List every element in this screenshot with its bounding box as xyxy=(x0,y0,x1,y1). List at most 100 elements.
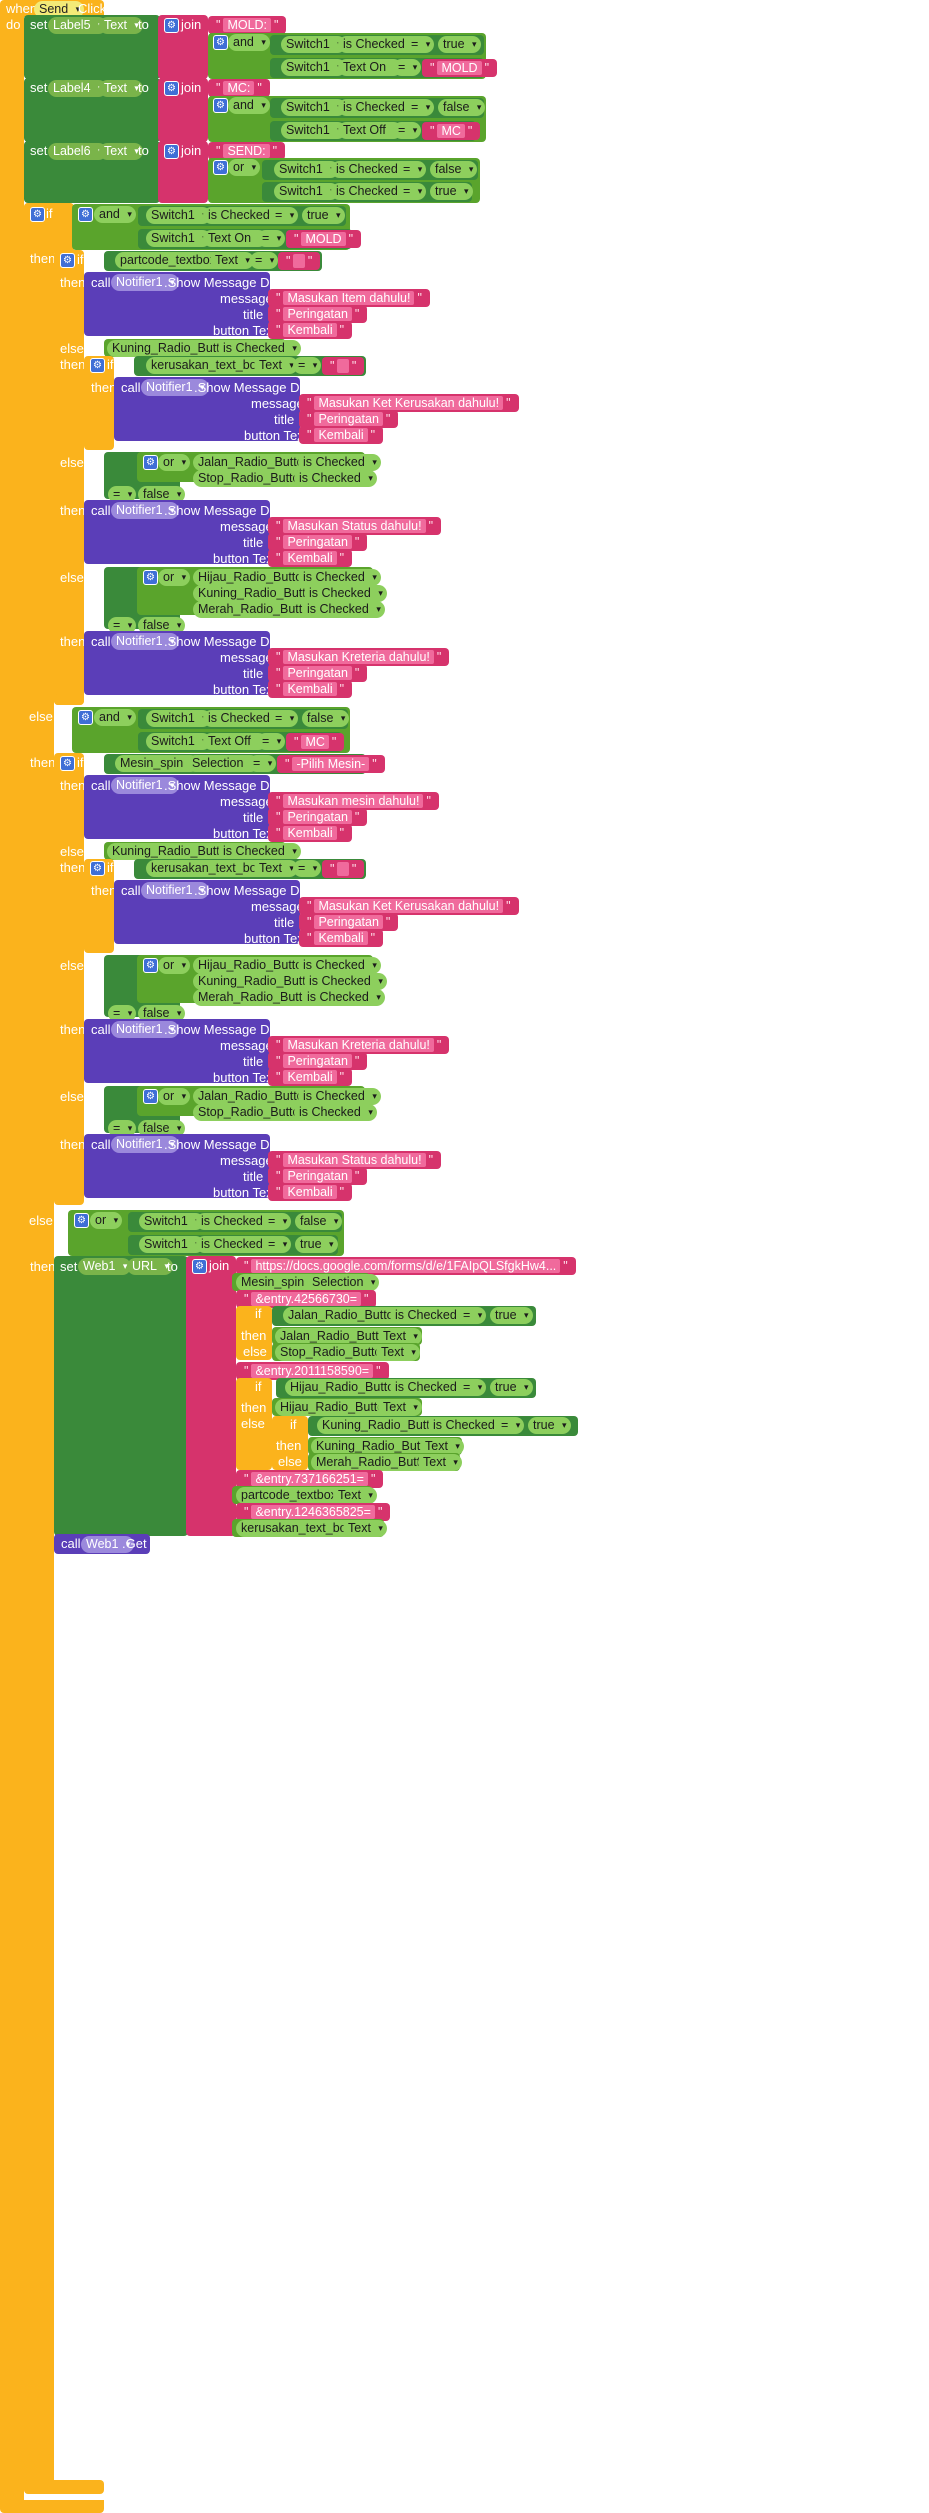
equals-dropdown[interactable]: = xyxy=(406,36,435,53)
string-literal[interactable]: " Masukan Kreteria dahulu! " xyxy=(268,648,450,666)
kuning-radio-getter[interactable]: Kuning_Radio_Button xyxy=(193,973,336,990)
true-literal[interactable]: true xyxy=(438,36,481,53)
label4-dropdown[interactable]: Label4 xyxy=(48,80,107,97)
is-checked-prop[interactable]: is Checked xyxy=(196,1213,279,1230)
is-checked-prop[interactable]: is Checked xyxy=(203,710,286,727)
string-literal[interactable]: " MOLD " xyxy=(286,230,361,248)
equals-dropdown[interactable]: = xyxy=(458,1307,487,1324)
string-literal[interactable]: " &entry.42566730= " xyxy=(236,1290,377,1308)
kuning-radio-getter[interactable]: Kuning_Radio_Button xyxy=(311,1438,454,1455)
string-literal[interactable]: " Masukan Kreteria dahulu! " xyxy=(268,1036,450,1054)
notifier1-dropdown[interactable]: Notifier1 xyxy=(111,633,179,650)
string-literal[interactable]: " Masukan Item dahulu! " xyxy=(268,289,430,307)
nested-if-block[interactable] xyxy=(54,250,84,705)
is-checked-prop[interactable]: is Checked xyxy=(298,1088,381,1105)
and-dropdown[interactable]: and xyxy=(228,34,270,51)
is-checked-prop[interactable]: is Checked xyxy=(298,454,381,471)
is-checked-prop[interactable]: is Checked xyxy=(302,601,385,618)
switch1-getter[interactable]: Switch1 xyxy=(146,207,211,224)
or-dropdown[interactable]: or xyxy=(158,957,191,974)
notifier1-dropdown[interactable]: Notifier1 xyxy=(111,1021,179,1038)
is-checked-prop[interactable]: is Checked xyxy=(218,843,301,860)
string-literal[interactable]: " &entry.1246365825= " xyxy=(236,1503,391,1521)
selection-prop[interactable]: Selection xyxy=(307,1274,380,1291)
is-checked-prop[interactable]: is Checked xyxy=(390,1379,473,1396)
empty-string-literal[interactable]: " " xyxy=(278,252,321,270)
notifier1-dropdown[interactable]: Notifier1 xyxy=(111,777,179,794)
switch1-getter[interactable]: Switch1 xyxy=(274,183,339,200)
web1-dropdown[interactable]: Web1 xyxy=(81,1536,135,1553)
equals-dropdown[interactable]: = xyxy=(108,1005,137,1022)
equals-dropdown[interactable]: = xyxy=(393,59,422,76)
is-checked-prop[interactable]: is Checked xyxy=(196,1236,279,1253)
mutator-gear-icon[interactable]: ⚙ xyxy=(143,455,158,470)
mutator-gear-icon[interactable]: ⚙ xyxy=(164,144,179,159)
string-literal[interactable]: " Masukan Ket Kerusakan dahulu! " xyxy=(299,394,519,412)
is-checked-prop[interactable]: is Checked xyxy=(302,989,385,1006)
equals-dropdown[interactable]: = xyxy=(406,99,435,116)
mutator-gear-icon[interactable]: ⚙ xyxy=(164,18,179,33)
text-prop[interactable]: Text xyxy=(420,1438,464,1455)
string-literal[interactable]: " Peringatan " xyxy=(268,533,368,551)
text-prop[interactable]: Text xyxy=(376,1344,420,1361)
send-component-dropdown[interactable]: Send xyxy=(34,1,85,18)
kuning-radio-getter[interactable]: Kuning_Radio_Button xyxy=(107,843,250,860)
mutator-gear-icon[interactable]: ⚙ xyxy=(213,160,228,175)
string-literal[interactable]: " Peringatan " xyxy=(268,664,368,682)
string-literal[interactable]: " Masukan mesin dahulu! " xyxy=(268,792,439,810)
text-prop[interactable]: Text xyxy=(210,252,254,269)
equals-dropdown[interactable]: = xyxy=(458,1379,487,1396)
mutator-gear-icon[interactable]: ⚙ xyxy=(213,98,228,113)
text-prop-dropdown[interactable]: Text xyxy=(99,17,143,34)
url-prop-dropdown[interactable]: URL xyxy=(127,1258,174,1275)
false-literal[interactable]: false xyxy=(138,486,186,503)
string-literal[interactable]: " Peringatan " xyxy=(299,410,399,428)
url-string-literal[interactable]: " https://docs.google.com/forms/d/e/1FAIp… xyxy=(236,1257,576,1275)
mutator-gear-icon[interactable]: ⚙ xyxy=(78,710,93,725)
string-literal[interactable]: " Kembali " xyxy=(268,1068,353,1086)
switch1-getter[interactable]: Switch1 xyxy=(281,36,346,53)
equals-dropdown[interactable]: = xyxy=(250,252,279,269)
jalan-radio-getter[interactable]: Jalan_Radio_Button xyxy=(193,454,327,471)
partcode-getter[interactable]: partcode_textbox xyxy=(115,252,232,269)
mutator-gear-icon[interactable]: ⚙ xyxy=(60,253,75,268)
notifier1-dropdown[interactable]: Notifier1 xyxy=(141,379,209,396)
mutator-gear-icon[interactable]: ⚙ xyxy=(164,81,179,96)
mutator-gear-icon[interactable]: ⚙ xyxy=(143,570,158,585)
text-prop[interactable]: Text xyxy=(378,1399,422,1416)
mutator-gear-icon[interactable]: ⚙ xyxy=(90,861,105,876)
false-literal[interactable]: false xyxy=(138,617,186,634)
stop-radio-getter[interactable]: Stop_Radio_Button xyxy=(193,1104,323,1121)
true-literal[interactable]: true xyxy=(490,1379,533,1396)
equals-dropdown[interactable]: = xyxy=(293,860,322,877)
stop-radio-getter[interactable]: Stop_Radio_Button xyxy=(193,470,323,487)
false-literal[interactable]: false xyxy=(302,710,350,727)
string-literal[interactable]: " Peringatan " xyxy=(268,1167,368,1185)
string-literal[interactable]: " Peringatan " xyxy=(268,305,368,323)
equals-dropdown[interactable]: = xyxy=(270,710,299,727)
switch1-getter[interactable]: Switch1 xyxy=(274,161,339,178)
and-dropdown[interactable]: and xyxy=(94,206,136,223)
kuning-radio-getter[interactable]: Kuning_Radio_Button xyxy=(193,585,336,602)
nested-if-block[interactable] xyxy=(54,753,84,1205)
kerusakan-getter[interactable]: kerusakan_text_box xyxy=(146,860,279,877)
switch1-getter[interactable]: Switch1 xyxy=(281,99,346,116)
text-prop[interactable]: Text xyxy=(378,1328,422,1345)
string-literal[interactable]: " Masukan Status dahulu! " xyxy=(268,1151,441,1169)
is-checked-prop[interactable]: is Checked xyxy=(218,340,301,357)
text-prop-dropdown[interactable]: Text xyxy=(99,80,143,97)
inline-if-block[interactable] xyxy=(236,1378,272,1470)
text-prop[interactable]: Text xyxy=(343,1520,387,1537)
string-literal[interactable]: " Masukan Ket Kerusakan dahulu! " xyxy=(299,897,519,915)
text-off-prop[interactable]: Text Off xyxy=(203,733,267,750)
inline-if-block[interactable] xyxy=(272,1416,308,1470)
equals-dropdown[interactable]: = xyxy=(257,733,286,750)
label6-dropdown[interactable]: Label6 xyxy=(48,143,107,160)
mutator-gear-icon[interactable]: ⚙ xyxy=(143,958,158,973)
mutator-gear-icon[interactable]: ⚙ xyxy=(213,35,228,50)
notifier1-dropdown[interactable]: Notifier1 xyxy=(141,882,209,899)
notifier1-dropdown[interactable]: Notifier1 xyxy=(111,502,179,519)
is-checked-prop[interactable]: is Checked xyxy=(304,585,387,602)
kerusakan-getter[interactable]: kerusakan_text_box xyxy=(236,1520,369,1537)
equals-dropdown[interactable]: = xyxy=(263,1236,292,1253)
